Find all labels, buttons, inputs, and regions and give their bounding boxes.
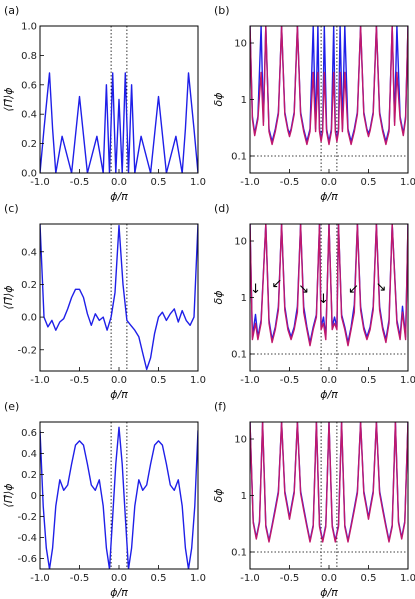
plot-frame [249,25,409,174]
y-axis-label: ⟨Π̂⟩ϕ [2,87,15,111]
x-tick-label: 0.5 [151,177,167,188]
x-tick-label: -1.0 [30,375,50,386]
series-line-1 [250,26,408,146]
x-axis-label: ϕ/π [320,190,338,203]
panel-d: -1.0 -0.5 0.0 0.5 1.0 0.1 1 10 (d) ϕ/π δϕ ↓ ↙ ↘ ↓ ↙ ↘ [212,202,415,401]
x-tick-label: -1.0 [240,573,260,584]
x-tick-label: 1.0 [190,375,206,386]
y-tick-label: 0.4 [21,110,37,121]
panel-c: -1.0 -0.5 0.0 0.5 1.0 -0.2 0.0 0.2 0.4 (c) ϕ/π ⟨Π̂⟩… [2,202,206,401]
series-line-1 [250,224,408,347]
x-tick-label: 0.0 [321,177,337,188]
x-tick-label: -1.0 [240,375,260,386]
x-tick-label: -0.5 [70,375,90,386]
y-tick-label: 10 [234,435,247,446]
x-tick-label: 0.0 [321,375,337,386]
panel-e: -1.0 -0.5 0.0 0.5 1.0 -0.6 -0.4 -0.2 0 0.2 0.4 0.6 (… [2,400,206,599]
y-tick-label: 1.0 [21,22,37,33]
plot-frame [39,421,199,570]
x-tick-label: 1.0 [400,177,415,188]
x-tick-label: -1.0 [30,573,50,584]
y-tick-label: 0.4 [21,449,37,460]
y-tick-label: 0.2 [21,280,37,291]
x-tick-label: 0.5 [151,375,167,386]
panel-label: (b) [214,4,230,17]
x-tick-label: 0.5 [361,573,377,584]
x-axis-label: ϕ/π [110,388,128,401]
arrow-annotation: ↓ [250,282,261,297]
x-tick-label: -0.5 [70,573,90,584]
x-axis-label: ϕ/π [320,388,338,401]
x-tick-label: 0.0 [111,375,127,386]
y-tick-label: 0.8 [21,51,37,62]
panel-b: -1.0 -0.5 0.0 0.5 1.0 0.1 1 10 (b) ϕ/π δϕ [212,4,415,203]
series-line-0 [40,224,198,371]
x-tick-label: 1.0 [400,375,415,386]
x-tick-label: -1.0 [30,177,50,188]
x-tick-label: 0.5 [361,177,377,188]
arrow-annotation: ↘ [376,280,387,295]
y-tick-label: 0.6 [21,80,37,91]
x-tick-label: 1.0 [190,573,206,584]
plot-frame [39,223,199,372]
x-tick-label: 0.0 [111,177,127,188]
x-tick-label: -0.5 [280,573,300,584]
x-tick-label: 0.0 [111,573,127,584]
y-axis-label: δϕ [212,93,225,107]
y-tick-label: -0.4 [17,533,37,544]
y-tick-label: 0.4 [21,247,37,258]
y-tick-label: -0.2 [17,345,37,356]
y-axis-label: δϕ [212,291,225,305]
panel-a: -1.0 -0.5 0.0 0.5 1.00.00.20.40.60.81.0(a)ϕ/… [2,4,206,203]
panel-label: (a) [4,4,19,17]
x-axis-label: ϕ/π [320,586,338,599]
y-tick-label: 10 [234,237,247,248]
x-tick-label: 1.0 [190,177,206,188]
x-tick-label: -0.5 [280,177,300,188]
x-tick-label: -0.5 [70,177,90,188]
y-tick-label: -0.6 [17,554,37,565]
y-tick-label: -0.2 [17,512,37,523]
y-tick-label: 10 [234,39,247,50]
y-tick-label: 0.6 [21,428,37,439]
x-tick-label: 1.0 [400,573,415,584]
series-line-1 [250,422,408,543]
x-axis-label: ϕ/π [110,586,128,599]
y-tick-label: 0.1 [231,349,247,360]
y-tick-label: 0.1 [231,547,247,558]
y-tick-label: 1 [241,293,247,304]
series-line-0 [40,426,198,569]
panel-label: (f) [214,400,226,413]
y-tick-label: 1 [241,95,247,106]
x-tick-label: 0.0 [321,573,337,584]
y-axis-label: ⟨Π̂⟩ϕ [2,285,15,309]
panel-f: -1.0 -0.5 0.0 0.5 1.0 0.1 1 10 (f) ϕ/π δϕ [212,400,415,599]
panel-label: (c) [4,202,19,215]
arrow-annotation: ↙ [348,282,359,297]
x-tick-label: -1.0 [240,177,260,188]
y-tick-label: 0.0 [21,313,37,324]
y-tick-label: 0.2 [21,470,37,481]
panel-label: (d) [214,202,230,215]
series-line-0 [40,72,198,173]
arrow-annotation: ↓ [318,292,329,307]
y-tick-label: 0 [31,491,37,502]
x-tick-label: 0.5 [361,375,377,386]
y-tick-label: 0.1 [231,151,247,162]
x-axis-label: ϕ/π [110,190,128,203]
arrow-annotation: ↙ [271,277,282,292]
y-axis-label: ⟨Π̂⟩ϕ [2,483,15,507]
series-line-0 [250,26,408,143]
y-tick-label: 0.0 [21,169,37,180]
y-tick-label: 0.2 [21,139,37,150]
panel-label: (e) [4,400,19,413]
x-tick-label: -0.5 [280,375,300,386]
y-axis-label: δϕ [212,489,225,503]
y-tick-label: 1 [241,491,247,502]
arrow-annotation: ↘ [298,282,309,297]
x-tick-label: 0.5 [151,573,167,584]
